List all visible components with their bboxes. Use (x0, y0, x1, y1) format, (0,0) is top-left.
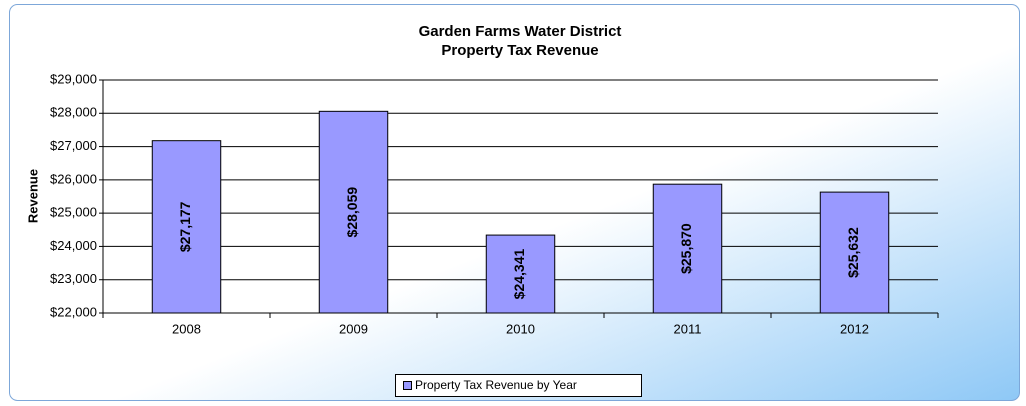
y-tick-label: $28,000 (50, 105, 97, 120)
x-tick-label: 2008 (172, 321, 201, 336)
bar (318, 110, 389, 314)
bar (819, 191, 890, 314)
y-tick-label: $25,000 (50, 205, 97, 220)
data-label: $25,870 (678, 223, 694, 274)
y-tick-label: $24,000 (50, 238, 97, 253)
y-tick-label: $26,000 (50, 171, 97, 186)
chart-subtitle: Property Tax Revenue (441, 42, 598, 59)
data-label: $24,341 (511, 249, 527, 300)
chart-title: Garden Farms Water District (419, 23, 622, 40)
legend-box (395, 374, 642, 397)
x-tick-label: 2009 (339, 321, 368, 336)
chart-frame (9, 4, 1020, 401)
y-tick-label: $23,000 (50, 271, 97, 286)
y-tick-label: $22,000 (50, 304, 97, 319)
legend-label: Property Tax Revenue by Year (415, 378, 577, 392)
x-tick-label: 2010 (506, 321, 535, 336)
bar (652, 183, 723, 314)
x-tick-label: 2012 (840, 321, 869, 336)
y-tick-label: $29,000 (50, 71, 97, 86)
data-label: $27,177 (177, 201, 193, 252)
y-axis-label: Revenue (25, 169, 40, 223)
data-label: $28,059 (344, 187, 360, 238)
data-label: $25,632 (845, 227, 861, 278)
x-tick-label: 2011 (674, 321, 702, 336)
y-tick-label: $27,000 (50, 138, 97, 153)
legend-swatch (403, 381, 412, 390)
